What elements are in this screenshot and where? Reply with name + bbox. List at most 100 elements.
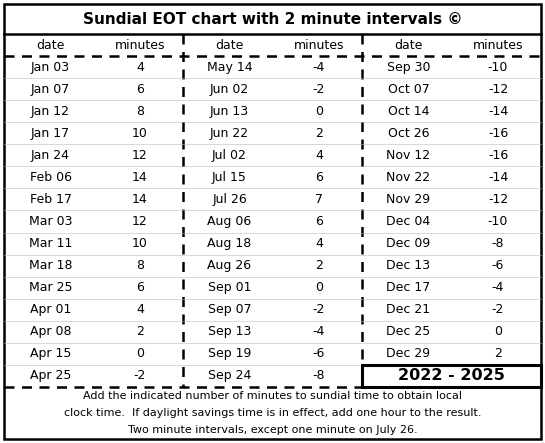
Text: Sep 19: Sep 19 xyxy=(208,347,251,361)
Text: -12: -12 xyxy=(488,193,508,206)
Text: Aug 18: Aug 18 xyxy=(208,237,252,250)
Text: -2: -2 xyxy=(492,303,504,316)
Text: Oct 07: Oct 07 xyxy=(387,82,429,96)
Text: -8: -8 xyxy=(492,237,504,250)
Text: Mar 11: Mar 11 xyxy=(29,237,72,250)
Text: Mar 03: Mar 03 xyxy=(29,215,72,228)
Text: 12: 12 xyxy=(132,215,148,228)
Text: -2: -2 xyxy=(313,303,325,316)
Text: Jan 07: Jan 07 xyxy=(31,82,70,96)
Text: Add the indicated number of minutes to sundial time to obtain local: Add the indicated number of minutes to s… xyxy=(83,391,462,400)
Text: Jan 24: Jan 24 xyxy=(31,149,70,162)
Text: -4: -4 xyxy=(313,61,325,74)
Text: Jul 02: Jul 02 xyxy=(212,149,247,162)
Text: Apr 08: Apr 08 xyxy=(30,325,71,338)
Text: Dec 25: Dec 25 xyxy=(386,325,431,338)
Text: 4: 4 xyxy=(315,149,323,162)
Text: 2022 - 2025: 2022 - 2025 xyxy=(398,369,505,384)
Text: minutes: minutes xyxy=(294,39,344,51)
Text: date: date xyxy=(37,39,65,51)
Text: Sep 24: Sep 24 xyxy=(208,369,251,382)
Text: Sep 30: Sep 30 xyxy=(387,61,431,74)
Text: -12: -12 xyxy=(488,82,508,96)
Text: Apr 15: Apr 15 xyxy=(30,347,71,361)
Text: 8: 8 xyxy=(136,259,144,272)
Text: 0: 0 xyxy=(315,105,323,118)
Text: 4: 4 xyxy=(315,237,323,250)
Text: 10: 10 xyxy=(132,127,148,140)
Text: Dec 09: Dec 09 xyxy=(386,237,431,250)
Text: 14: 14 xyxy=(132,193,148,206)
Text: -10: -10 xyxy=(488,61,508,74)
Text: clock time.  If daylight savings time is in effect, add one hour to the result.: clock time. If daylight savings time is … xyxy=(64,408,481,418)
Text: Mar 18: Mar 18 xyxy=(29,259,72,272)
Text: Oct 26: Oct 26 xyxy=(388,127,429,140)
Text: 7: 7 xyxy=(315,193,323,206)
Text: -4: -4 xyxy=(492,281,504,294)
Text: 2: 2 xyxy=(494,347,502,361)
Text: 14: 14 xyxy=(132,171,148,184)
Text: 4: 4 xyxy=(136,303,144,316)
Text: Jul 15: Jul 15 xyxy=(212,171,247,184)
Text: 8: 8 xyxy=(136,105,144,118)
Text: Jul 26: Jul 26 xyxy=(212,193,247,206)
Text: 6: 6 xyxy=(315,215,323,228)
Text: 4: 4 xyxy=(136,61,144,74)
Text: Dec 21: Dec 21 xyxy=(386,303,431,316)
Text: Oct 14: Oct 14 xyxy=(388,105,429,118)
Text: Two minute intervals, except one minute on July 26.: Two minute intervals, except one minute … xyxy=(128,425,417,435)
Text: 2: 2 xyxy=(315,259,323,272)
Text: Nov 12: Nov 12 xyxy=(386,149,431,162)
Text: -8: -8 xyxy=(313,369,325,382)
Text: 12: 12 xyxy=(132,149,148,162)
Text: minutes: minutes xyxy=(115,39,165,51)
Text: 6: 6 xyxy=(315,171,323,184)
Text: Apr 01: Apr 01 xyxy=(30,303,71,316)
Bar xyxy=(362,365,541,387)
Text: 6: 6 xyxy=(136,281,144,294)
Text: Mar 25: Mar 25 xyxy=(29,281,72,294)
Text: Sundial EOT chart with 2 minute intervals ©: Sundial EOT chart with 2 minute interval… xyxy=(83,12,462,27)
Text: Aug 06: Aug 06 xyxy=(208,215,252,228)
Text: Dec 04: Dec 04 xyxy=(386,215,431,228)
Text: Aug 26: Aug 26 xyxy=(208,259,252,272)
Text: Feb 17: Feb 17 xyxy=(29,193,71,206)
Text: Nov 29: Nov 29 xyxy=(386,193,431,206)
Text: 2: 2 xyxy=(315,127,323,140)
Text: May 14: May 14 xyxy=(207,61,252,74)
Text: Jun 22: Jun 22 xyxy=(210,127,249,140)
Text: -6: -6 xyxy=(313,347,325,361)
Text: Sep 13: Sep 13 xyxy=(208,325,251,338)
Text: Nov 22: Nov 22 xyxy=(386,171,431,184)
Text: -4: -4 xyxy=(313,325,325,338)
Text: -14: -14 xyxy=(488,171,508,184)
Text: Jun 13: Jun 13 xyxy=(210,105,249,118)
Text: Dec 17: Dec 17 xyxy=(386,281,431,294)
Text: Dec 29: Dec 29 xyxy=(386,347,431,361)
Text: date: date xyxy=(395,39,423,51)
Text: 6: 6 xyxy=(136,82,144,96)
Text: Sep 07: Sep 07 xyxy=(208,303,251,316)
Text: -2: -2 xyxy=(134,369,146,382)
Text: 2: 2 xyxy=(136,325,144,338)
Text: -14: -14 xyxy=(488,105,508,118)
Text: Dec 13: Dec 13 xyxy=(386,259,431,272)
Text: 0: 0 xyxy=(494,325,502,338)
Text: Apr 25: Apr 25 xyxy=(30,369,71,382)
Text: 0: 0 xyxy=(136,347,144,361)
Text: Jan 03: Jan 03 xyxy=(31,61,70,74)
Text: 0: 0 xyxy=(315,281,323,294)
Text: -16: -16 xyxy=(488,149,508,162)
Text: 10: 10 xyxy=(132,237,148,250)
Text: -2: -2 xyxy=(313,82,325,96)
Text: minutes: minutes xyxy=(473,39,523,51)
Text: Sep 01: Sep 01 xyxy=(208,281,251,294)
Text: date: date xyxy=(215,39,244,51)
Text: Feb 06: Feb 06 xyxy=(29,171,71,184)
Text: -10: -10 xyxy=(488,215,508,228)
Text: -16: -16 xyxy=(488,127,508,140)
Text: Jan 17: Jan 17 xyxy=(31,127,70,140)
Text: Jan 12: Jan 12 xyxy=(31,105,70,118)
Text: Jun 02: Jun 02 xyxy=(210,82,249,96)
Text: -6: -6 xyxy=(492,259,504,272)
